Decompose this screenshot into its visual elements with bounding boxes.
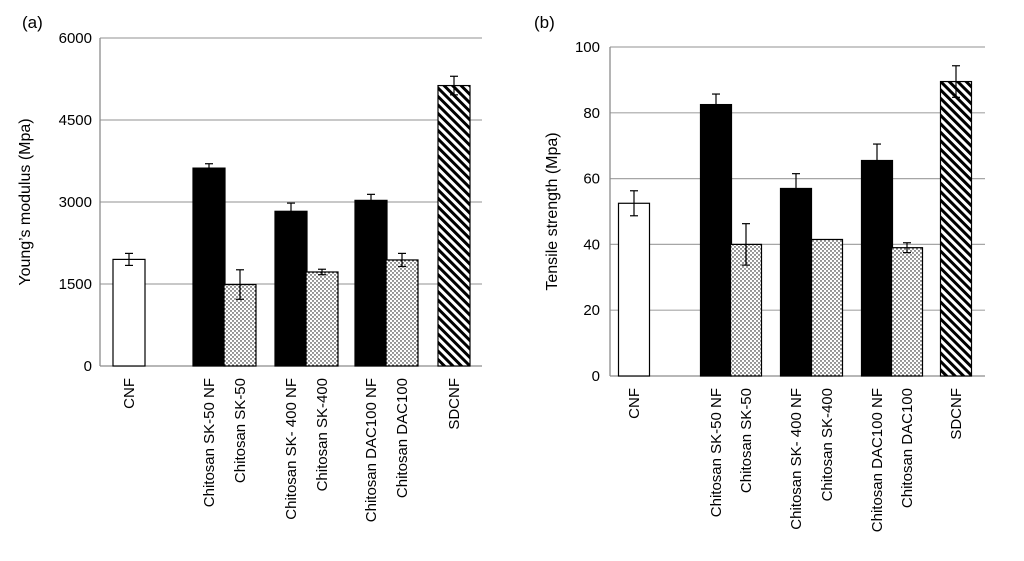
y-tick-label: 60 — [583, 171, 600, 188]
x-category-label: Chitosan SK- 400 NF — [283, 378, 300, 520]
chart-panel-a: (a) 0 1500 3000 4500 6000 Young’s modulus (Mpa… — [17, 13, 482, 522]
y-tick-label: 1500 — [59, 276, 92, 293]
x-category-label: SDCNF — [446, 378, 463, 430]
y-tick-label: 4500 — [59, 112, 92, 129]
bar-chitosan-sk-400 — [305, 271, 339, 367]
bar-sdcnf — [939, 80, 973, 377]
y-axis-label: Young’s modulus (Mpa) — [17, 118, 34, 285]
x-category-label: Chitosan DAC100 NF — [363, 378, 380, 522]
y-tick-label: 6000 — [59, 30, 92, 47]
x-category-label: Chitosan DAC100 — [899, 388, 916, 508]
x-category-label: Chitosan DAC100 — [394, 378, 411, 498]
x-category-label: Chitosan SK-400 — [314, 378, 331, 491]
y-tick-label: 20 — [583, 302, 600, 319]
x-category-label: Chitosan DAC100 NF — [869, 388, 886, 532]
x-category-label: Chitosan SK- 400 NF — [788, 388, 805, 530]
bar-chitosan-dac100-nf — [860, 159, 894, 377]
y-tick-label: 40 — [583, 236, 600, 253]
bar-sdcnf — [437, 84, 471, 367]
y-axis-label: Tensile strength (Mpa) — [544, 132, 561, 290]
y-tick-label: 80 — [583, 105, 600, 122]
bar-cnf — [112, 258, 146, 367]
y-tick-label: 0 — [84, 358, 92, 375]
bar-chitosan-dac100-nf — [354, 199, 388, 367]
panel-label: (a) — [22, 13, 43, 32]
bar-chitosan-sk-50-nf — [699, 103, 733, 377]
x-category-label: Chitosan SK-50 NF — [201, 378, 218, 507]
x-category-label: Chitosan SK-50 — [232, 378, 249, 483]
y-tick-label: 100 — [575, 39, 600, 56]
bar-chitosan-sk-400-nf — [779, 187, 813, 377]
chart-panel-b: (b) 0 20 40 60 80 100 Tensile strength (Mpa) CNF… — [534, 13, 985, 532]
x-category-label: SDCNF — [948, 388, 965, 440]
x-category-label: Chitosan SK-400 — [819, 388, 836, 501]
x-category-label: Chitosan SK-50 NF — [708, 388, 725, 517]
x-category-label: CNF — [121, 378, 138, 409]
y-tick-label: 0 — [592, 368, 600, 385]
bar-chitosan-sk-50-nf — [192, 167, 226, 367]
panel-label: (b) — [534, 13, 555, 32]
x-category-label: CNF — [626, 388, 643, 419]
bar-chitosan-dac100 — [890, 247, 924, 377]
x-category-label: Chitosan SK-50 — [738, 388, 755, 493]
y-tick-label: 3000 — [59, 194, 92, 211]
bar-chitosan-sk-400-nf — [274, 210, 308, 367]
bar-chitosan-sk-50 — [729, 243, 763, 377]
bar-chitosan-sk-400 — [810, 238, 844, 377]
bar-chitosan-dac100 — [385, 259, 419, 367]
bar-cnf — [617, 202, 651, 377]
